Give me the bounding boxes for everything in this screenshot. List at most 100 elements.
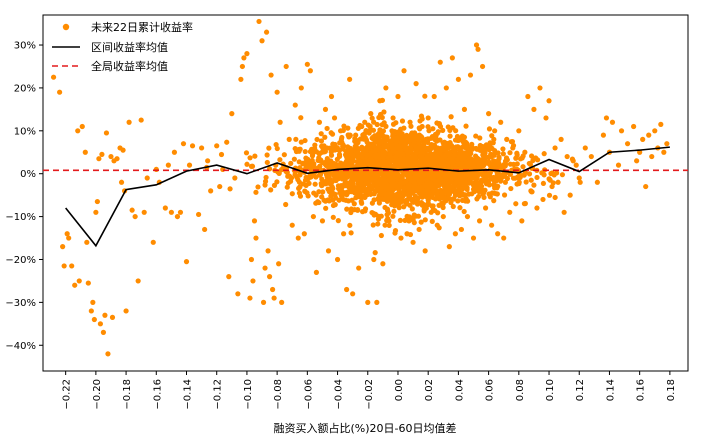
legend-label-scatter: 未来22日累计收益率 — [91, 20, 193, 34]
scatter-point — [251, 218, 258, 224]
scatter-point — [266, 274, 273, 280]
scatter-point — [253, 189, 259, 195]
scatter-point — [241, 55, 247, 61]
legend: 未来22日累计收益率 区间收益率均值 全局收益率均值 — [52, 20, 193, 73]
scatter-point — [244, 161, 250, 167]
scatter-point — [367, 143, 373, 149]
scatter-point — [312, 145, 318, 151]
scatter-point — [396, 205, 402, 211]
scatter-point — [467, 159, 473, 165]
x-tick-label: 0.02 — [424, 379, 435, 401]
scatter-point — [476, 218, 483, 224]
scatter-point — [431, 154, 437, 160]
x-tick-label: 0.08 — [515, 379, 526, 401]
scatter-point — [217, 183, 223, 190]
scatter-point — [305, 193, 311, 199]
scatter-point — [274, 179, 280, 185]
scatter-point — [295, 235, 301, 241]
scatter-point — [561, 209, 567, 215]
scatter-point — [319, 176, 325, 182]
scatter-point — [408, 147, 414, 153]
scatter-point — [406, 182, 412, 189]
scatter-point — [519, 218, 525, 224]
scatter-point — [555, 179, 561, 185]
scatter-point — [189, 143, 196, 149]
scatter-point — [331, 172, 337, 179]
scatter-point — [504, 136, 510, 142]
scatter-point — [423, 205, 429, 211]
scatter-point — [285, 180, 291, 186]
scatter-point — [349, 197, 355, 203]
scatter-point — [283, 63, 289, 70]
scatter-point — [403, 134, 409, 140]
scatter-point — [324, 174, 330, 180]
scatter-point — [375, 195, 382, 201]
x-tick-label: 0.18 — [666, 379, 677, 401]
scatter-point — [370, 222, 376, 228]
scatter-point — [319, 218, 326, 224]
y-axis: −40% −30% −20% −10% 0% 10% 20% 30% — [5, 41, 43, 352]
scatter-point — [316, 119, 323, 125]
scatter-point — [558, 136, 564, 142]
x-tick-label: −0.22 — [62, 379, 73, 410]
scatter-point — [304, 61, 310, 67]
scatter-point — [337, 172, 343, 178]
scatter-point — [324, 125, 330, 132]
scatter-point — [516, 128, 522, 134]
scatter-point — [464, 213, 471, 220]
scatter-point — [150, 239, 156, 245]
scatter-point — [539, 170, 545, 176]
scatter-point — [50, 74, 57, 80]
scatter-point — [296, 179, 303, 185]
y-tick-label: −20% — [5, 255, 36, 266]
scatter-point — [425, 179, 431, 185]
scatter-point — [378, 232, 384, 239]
scatter-point — [239, 63, 245, 70]
scatter-point — [341, 231, 347, 237]
scatter-point — [394, 172, 401, 178]
scatter-point — [347, 76, 353, 82]
scatter-point — [529, 189, 535, 195]
y-tick-label: 30% — [14, 41, 36, 52]
scatter-point — [422, 217, 428, 223]
scatter-point — [255, 184, 261, 190]
scatter-point — [452, 231, 458, 237]
scatter-point — [277, 119, 283, 125]
scatter-point — [371, 136, 377, 142]
scatter-point — [102, 312, 108, 318]
scatter-point — [546, 98, 552, 104]
scatter-point — [375, 213, 382, 219]
scatter-point — [341, 163, 347, 170]
scatter-point — [495, 231, 501, 237]
scatter-point — [85, 280, 91, 286]
scatter-point — [171, 149, 178, 155]
scatter-point — [458, 174, 464, 180]
scatter-point — [397, 148, 404, 154]
scatter-point — [431, 93, 437, 100]
scatter-point — [132, 213, 138, 220]
scatter-point — [416, 226, 422, 233]
scatter-point — [208, 188, 214, 194]
scatter-point — [389, 157, 395, 164]
scatter-point — [472, 165, 478, 171]
scatter-point — [302, 148, 308, 155]
legend-marker-scatter — [62, 23, 70, 31]
scatter-point — [508, 185, 514, 192]
scatter-point — [658, 121, 664, 127]
x-tick-label: 0.10 — [545, 379, 556, 401]
scatter-point — [577, 179, 583, 185]
scatter-point — [543, 115, 549, 121]
scatter-point — [573, 162, 579, 168]
scatter-point — [664, 141, 670, 147]
scatter-point — [366, 130, 372, 136]
scatter-point — [129, 207, 135, 213]
scatter-point — [281, 152, 287, 158]
scatter-point — [289, 222, 295, 228]
scatter-point — [93, 209, 99, 215]
scatter-point — [518, 172, 524, 179]
scatter-point — [326, 189, 332, 195]
scatter-point — [434, 192, 440, 198]
scatter-point — [398, 235, 404, 241]
scatter-point — [486, 126, 493, 132]
scatter-point — [388, 196, 394, 202]
